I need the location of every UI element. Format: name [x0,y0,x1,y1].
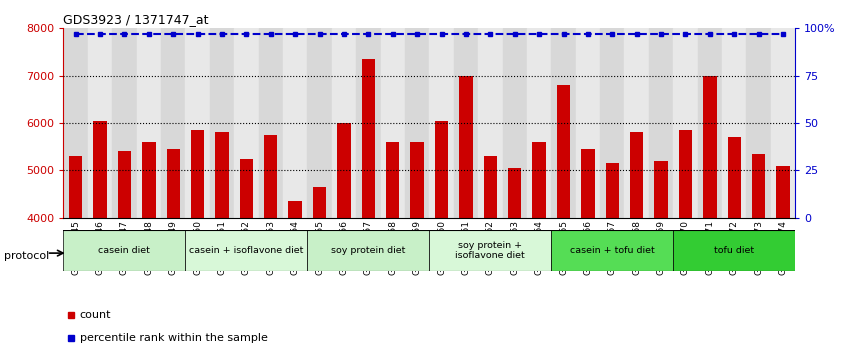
Bar [771,28,795,218]
Bar [113,28,136,218]
Bar [185,28,210,218]
Bar [405,28,429,218]
Bar [88,28,113,218]
Bar [581,149,595,218]
Bar [234,28,259,218]
Text: count: count [80,310,111,320]
Bar [478,28,503,218]
Bar [239,159,253,218]
Bar [532,142,546,218]
Bar [552,230,673,271]
Bar [429,230,552,271]
Text: casein diet: casein diet [98,246,151,255]
Text: GDS3923 / 1371747_at: GDS3923 / 1371747_at [63,13,209,26]
Bar [453,28,478,218]
Text: soy protein +
isoflavone diet: soy protein + isoflavone diet [455,241,525,260]
Bar [361,59,375,218]
Bar [142,142,156,218]
Text: tofu diet: tofu diet [714,246,755,255]
Text: casein + isoflavone diet: casein + isoflavone diet [190,246,304,255]
Bar [356,28,381,218]
Text: protocol: protocol [4,251,49,261]
Bar [575,28,600,218]
Bar [69,156,82,218]
Bar [777,166,790,218]
Bar [722,28,746,218]
Bar [259,28,283,218]
Bar [459,76,473,218]
Text: soy protein diet: soy protein diet [331,246,405,255]
Bar [167,149,180,218]
Bar [484,156,497,218]
Bar [313,187,327,218]
Bar [746,28,771,218]
Bar [698,28,722,218]
Bar [118,152,131,218]
Bar [386,142,399,218]
Bar [63,28,88,218]
Bar [307,230,429,271]
Bar [703,76,717,218]
Bar [191,130,205,218]
Bar [338,123,351,218]
Bar [332,28,356,218]
Bar [210,28,234,218]
Bar [161,28,185,218]
Bar [630,132,644,218]
Bar [673,28,698,218]
Bar [63,230,185,271]
Bar [264,135,277,218]
Bar [307,28,332,218]
Bar [429,28,453,218]
Bar [557,85,570,218]
Bar [288,201,302,218]
Bar [673,230,795,271]
Bar [624,28,649,218]
Bar [503,28,527,218]
Bar [752,154,766,218]
Bar [649,28,673,218]
Bar [136,28,161,218]
Bar [552,28,575,218]
Bar [215,132,228,218]
Text: percentile rank within the sample: percentile rank within the sample [80,333,267,343]
Text: casein + tofu diet: casein + tofu diet [570,246,655,255]
Bar [381,28,405,218]
Bar [600,28,624,218]
Bar [606,163,619,218]
Bar [185,230,307,271]
Bar [527,28,552,218]
Bar [678,130,692,218]
Bar [435,121,448,218]
Bar [508,168,521,218]
Bar [728,137,741,218]
Bar [93,121,107,218]
Bar [654,161,667,218]
Bar [283,28,307,218]
Bar [410,142,424,218]
